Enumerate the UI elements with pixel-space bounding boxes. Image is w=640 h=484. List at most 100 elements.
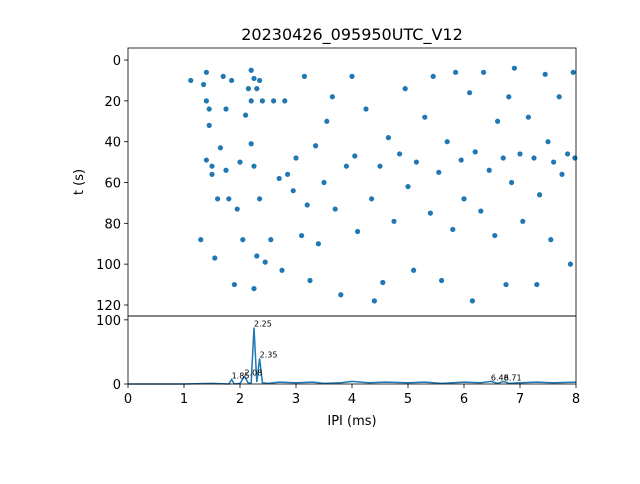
- scatter-point: [422, 114, 428, 120]
- scatter-point: [248, 67, 254, 73]
- scatter-point: [565, 151, 571, 157]
- y-tick-label: 0: [113, 378, 121, 393]
- scatter-point: [385, 135, 391, 141]
- scatter-point: [251, 286, 257, 292]
- scatter-point: [209, 171, 215, 177]
- scatter-point: [397, 151, 403, 157]
- scatter-point: [324, 118, 330, 124]
- y-tick-label: 80: [104, 217, 121, 232]
- scatter-point: [343, 163, 349, 169]
- peak-annotation: 2.08: [244, 368, 262, 377]
- scatter-point: [458, 157, 464, 163]
- scatter-point: [215, 196, 221, 202]
- peak-annotation: 6.71: [504, 373, 522, 382]
- scatter-point: [559, 171, 565, 177]
- scatter-point: [248, 98, 254, 104]
- scatter-point: [500, 155, 506, 161]
- scatter-point: [363, 106, 369, 112]
- scatter-point: [352, 153, 358, 159]
- scatter-point: [338, 292, 344, 298]
- scatter-point: [478, 208, 484, 214]
- y-axis-label: t (s): [72, 169, 87, 195]
- scatter-point: [542, 71, 548, 77]
- scatter-point: [217, 145, 223, 151]
- scatter-point: [405, 183, 411, 190]
- scatter-point: [427, 210, 433, 216]
- scatter-point: [271, 98, 277, 104]
- scatter-point: [534, 281, 540, 288]
- x-tick-label: 6: [460, 392, 468, 407]
- scatter-point: [525, 114, 532, 120]
- scatter-point: [511, 65, 517, 71]
- x-tick-label: 7: [516, 392, 524, 407]
- scatter-point: [254, 86, 260, 92]
- scatter-point: [472, 149, 478, 155]
- scatter-point: [279, 267, 285, 273]
- scatter-point: [391, 218, 397, 224]
- scatter-point: [234, 206, 240, 212]
- x-axis-label: IPI (ms): [327, 414, 376, 429]
- scatter-point: [206, 106, 212, 112]
- scatter-point: [220, 73, 226, 79]
- scatter-point: [307, 277, 313, 284]
- scatter-point: [223, 106, 229, 112]
- scatter-point: [520, 218, 526, 224]
- scatter-point: [495, 118, 501, 124]
- scatter-point: [369, 196, 375, 202]
- scatter-point: [259, 98, 265, 104]
- scatter-point: [355, 228, 361, 235]
- scatter-point: [567, 261, 574, 267]
- peak-annotation: 6.48: [491, 373, 509, 382]
- scatter-point: [313, 143, 319, 149]
- x-tick-label: 2: [236, 392, 244, 407]
- scatter-point: [509, 179, 515, 186]
- scatter-point: [537, 192, 543, 198]
- scatter-point: [506, 94, 512, 100]
- x-tick-label: 0: [124, 392, 132, 407]
- scatter-point: [380, 279, 386, 286]
- scatter-point: [481, 69, 487, 75]
- scatter-point: [240, 237, 246, 243]
- scatter-point: [257, 196, 263, 202]
- scatter-point: [301, 73, 307, 79]
- scatter-point: [315, 241, 321, 247]
- scatter-point: [377, 163, 383, 169]
- scatter-point: [206, 122, 212, 128]
- scatter-point: [486, 167, 492, 173]
- scatter-point: [237, 159, 243, 165]
- x-tick-label: 3: [292, 392, 300, 407]
- scatter-point: [231, 281, 237, 288]
- scatter-point: [402, 86, 408, 92]
- scatter-point: [299, 232, 305, 239]
- scatter-point: [531, 155, 537, 161]
- scatter-point: [276, 175, 282, 182]
- scatter-point: [548, 237, 554, 243]
- scatter-point: [254, 253, 260, 259]
- histogram-line: [128, 327, 577, 385]
- scatter-point: [411, 267, 417, 273]
- scatter-point: [492, 232, 498, 239]
- y-tick-label: 100: [96, 258, 121, 273]
- scatter-point: [293, 155, 299, 161]
- peak-annotation: 2.25: [254, 320, 272, 329]
- scatter-point: [572, 155, 578, 161]
- x-tick-label: 1: [180, 392, 188, 407]
- scatter-point: [469, 298, 475, 304]
- x-tick-label: 4: [348, 392, 356, 407]
- y-tick-label: 100: [96, 314, 121, 329]
- y-tick-label: 120: [96, 299, 121, 314]
- scatter-point: [332, 206, 338, 212]
- scatter-point: [188, 77, 194, 84]
- scatter-point: [413, 159, 419, 165]
- scatter-point: [251, 75, 257, 82]
- peak-annotation: 1.85: [232, 372, 250, 381]
- peak-annotation: 2.35: [260, 350, 278, 359]
- scatter-point: [285, 171, 291, 177]
- scatter-point: [290, 188, 296, 194]
- scatter-point: [203, 69, 209, 75]
- scatter-point: [201, 81, 207, 88]
- scatter-point: [444, 139, 450, 145]
- scatter-point: [245, 86, 251, 92]
